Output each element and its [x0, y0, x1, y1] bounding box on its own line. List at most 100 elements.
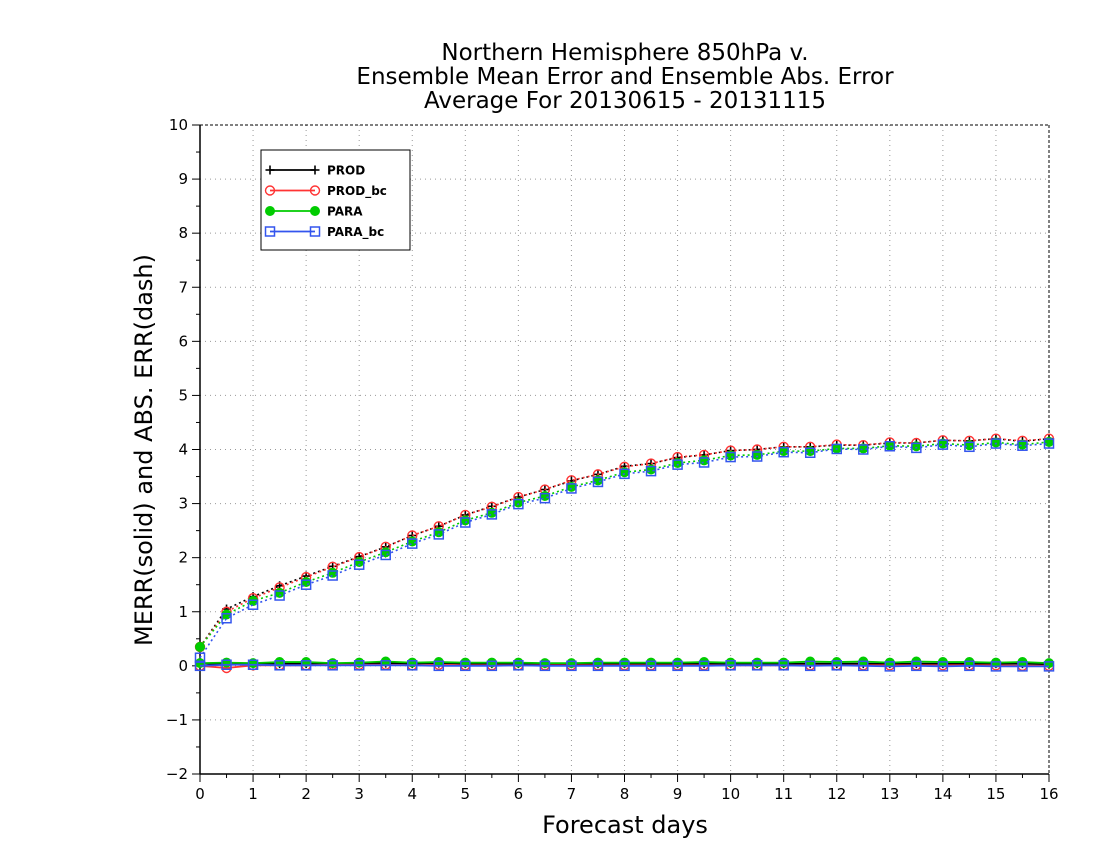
x-tick-label: 0 — [195, 785, 205, 803]
abserr-point — [1017, 440, 1028, 451]
x-tick-label: 4 — [407, 785, 417, 803]
abserr-point — [221, 612, 232, 624]
x-tick-label: 5 — [461, 785, 471, 803]
merr-point — [1043, 661, 1055, 672]
abserr-point — [884, 440, 895, 451]
x-tick-label: 1 — [248, 785, 258, 803]
merr-point — [831, 660, 842, 671]
legend-marker-right — [309, 226, 321, 237]
x-tick-label: 6 — [514, 785, 524, 803]
abserr-point — [831, 443, 842, 455]
merr-point — [460, 660, 471, 672]
abserr-point — [274, 590, 285, 601]
merr-point — [911, 660, 922, 672]
merr-point — [539, 660, 551, 672]
legend-marker-left — [264, 185, 276, 196]
merr-point — [884, 661, 896, 672]
abserr-point — [858, 444, 869, 455]
merr-point — [194, 660, 206, 672]
merr-point — [1017, 661, 1028, 672]
merr-line-para_bc — [199, 663, 1049, 668]
y-tick-label: −2 — [166, 765, 188, 783]
y-tick-label: 5 — [178, 386, 188, 404]
abserr-point — [672, 459, 683, 470]
abserr-point — [699, 455, 710, 466]
x-tick-label: 7 — [567, 785, 577, 803]
x-tick-label: 10 — [721, 785, 740, 803]
merr-point — [566, 660, 577, 672]
abserr-point — [460, 517, 471, 528]
legend-entry: PROD — [265, 164, 365, 178]
abserr-point — [990, 438, 1002, 449]
abserr-point — [1043, 438, 1055, 449]
y-tick-label: 3 — [178, 495, 188, 513]
merr-point — [698, 660, 710, 672]
merr-point — [433, 660, 445, 672]
merr-point — [964, 660, 975, 672]
legend-marker-right — [310, 165, 320, 175]
merr-point — [937, 661, 949, 672]
y-tick-label: 7 — [178, 278, 188, 296]
merr-point — [804, 660, 816, 672]
merr-point — [725, 660, 736, 671]
x-axis-label: Forecast days — [542, 811, 708, 839]
legend-label: PROD — [327, 164, 365, 178]
merr-point — [221, 659, 232, 671]
abserr-point — [194, 652, 206, 663]
merr-point — [990, 661, 1002, 672]
x-tick-label: 9 — [673, 785, 683, 803]
abserr-point — [353, 559, 365, 570]
abserr-point — [195, 641, 205, 652]
abserr-point — [884, 441, 896, 452]
merr-point — [858, 660, 869, 672]
x-tick-label: 15 — [986, 785, 1005, 803]
y-tick-label: −1 — [166, 711, 188, 729]
legend-marker-left — [265, 165, 275, 175]
legend-marker-left — [265, 206, 275, 216]
abserr-point — [407, 538, 418, 549]
x-tick-label: 14 — [933, 785, 952, 803]
abserr-point — [486, 509, 498, 520]
merr-point — [274, 660, 285, 671]
abserr-point — [247, 599, 259, 610]
x-tick-label: 11 — [774, 785, 793, 803]
abserr-point — [380, 549, 391, 561]
merr-point — [513, 660, 524, 671]
y-tick-label: 6 — [178, 332, 188, 350]
merr-point — [672, 660, 683, 672]
x-tick-label: 3 — [354, 785, 364, 803]
abserr-point — [407, 536, 418, 547]
chart-title-line-2: Ensemble Mean Error and Ensemble Abs. Er… — [356, 64, 894, 90]
abserr-point — [619, 468, 630, 480]
merr-point — [353, 660, 365, 671]
abserr-line-prod — [199, 437, 1050, 648]
legend-box — [260, 149, 411, 251]
merr-point — [327, 660, 338, 671]
x-tick-label: 2 — [301, 785, 311, 803]
legend-label: PARA — [327, 205, 363, 219]
abserr-point — [804, 447, 816, 458]
abserr-point — [937, 439, 949, 450]
abserr-point — [911, 442, 922, 454]
legend-label: PROD_bc — [327, 184, 387, 199]
x-tick-label: 12 — [827, 785, 846, 803]
merr-point — [407, 660, 418, 671]
abserr-point — [539, 492, 551, 504]
chart-title-line-3: Average For 20130615 - 20131115 — [424, 88, 826, 114]
y-tick-label: 4 — [178, 441, 188, 459]
abserr-line-para_bc — [199, 442, 1050, 659]
legend-entry: PARA_bc — [264, 225, 384, 240]
abserr-point — [566, 483, 577, 494]
merr-point — [247, 659, 259, 671]
merr-point — [592, 660, 604, 672]
merr-point — [619, 660, 630, 672]
series-layer — [194, 433, 1055, 674]
legend-entry: PROD_bc — [264, 184, 387, 199]
y-tick-label: 0 — [178, 657, 188, 675]
abserr-point — [751, 451, 763, 462]
abserr-point — [964, 441, 975, 453]
x-tick-label: 8 — [620, 785, 630, 803]
x-tick-label: 13 — [880, 785, 899, 803]
